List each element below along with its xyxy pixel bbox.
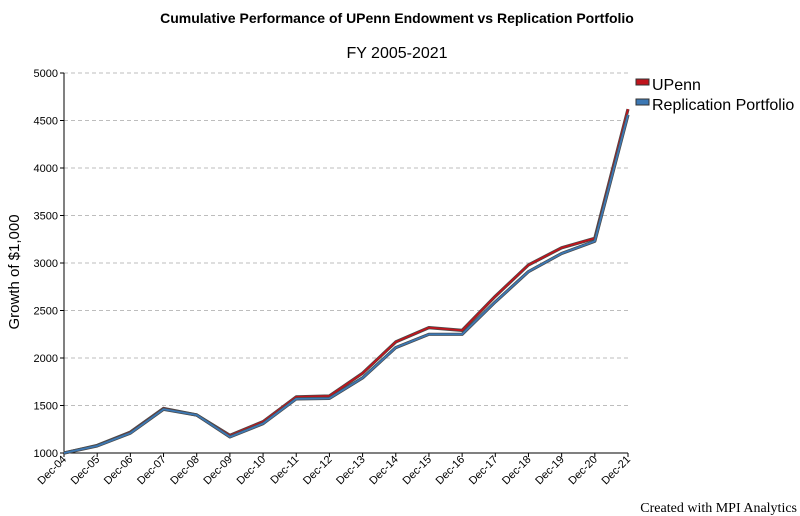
x-tick-label: Dec-14 xyxy=(367,454,401,488)
x-tick-label: Dec-15 xyxy=(400,454,434,488)
x-tick-label: Dec-12 xyxy=(301,454,335,488)
y-tick-label: 4000 xyxy=(34,163,58,175)
x-tick-label: Dec-06 xyxy=(102,454,136,488)
credit-text: Created with MPI Analytics xyxy=(640,501,797,516)
series-line-outline xyxy=(63,108,630,455)
y-tick-labels: 1000 1500 2000 2500 3000 3500 4000 4500 5000 xyxy=(34,68,58,460)
x-tick-label: Dec-20 xyxy=(566,454,600,488)
x-tick-label: Dec-05 xyxy=(69,454,103,488)
x-tick-label: Dec-13 xyxy=(334,454,368,488)
y-axis-label: Growth of $1,000 xyxy=(6,214,23,329)
axes xyxy=(60,72,629,457)
legend-label: Replication Portfolio xyxy=(652,97,794,114)
y-tick-label: 2000 xyxy=(34,353,58,365)
legend-swatch xyxy=(635,78,650,86)
y-tick-label: 5000 xyxy=(34,68,58,80)
legend-label: UPenn xyxy=(652,77,701,94)
y-tick-label: 4500 xyxy=(34,116,58,128)
chart-subtitle: FY 2005-2021 xyxy=(346,45,447,62)
y-tick-label: 1500 xyxy=(34,401,58,413)
chart-title: Cumulative Performance of UPenn Endowmen… xyxy=(160,10,634,26)
x-tick-label: Dec-11 xyxy=(268,454,301,487)
gridlines xyxy=(64,72,628,406)
x-tick-labels: Dec-04 Dec-05 Dec-06 Dec-07 Dec-08 Dec-09 Dec-… xyxy=(36,454,634,488)
series-line-outline xyxy=(63,114,630,455)
x-tick-label: Dec-19 xyxy=(533,454,567,488)
legend-swatch xyxy=(635,98,650,106)
series-line xyxy=(63,108,629,454)
legend: UPenn Replication Portfolio xyxy=(635,77,794,114)
x-tick-label: Dec-09 xyxy=(201,454,235,488)
y-tick-label: 2500 xyxy=(34,306,58,318)
x-tick-label: Dec-08 xyxy=(168,454,202,488)
y-tick-label: 3500 xyxy=(34,211,58,223)
x-tick-label: Dec-21 xyxy=(600,454,634,488)
x-tick-label: Dec-10 xyxy=(235,454,269,488)
x-tick-label: Dec-16 xyxy=(434,454,468,488)
series-line xyxy=(63,114,629,454)
y-tick-label: 3000 xyxy=(34,258,58,270)
x-tick-label: Dec-17 xyxy=(467,454,501,488)
series-lines xyxy=(63,108,630,455)
y-tick-label: 1000 xyxy=(34,448,58,460)
x-tick-label: Dec-18 xyxy=(500,454,534,488)
x-tick-label: Dec-07 xyxy=(135,454,169,488)
